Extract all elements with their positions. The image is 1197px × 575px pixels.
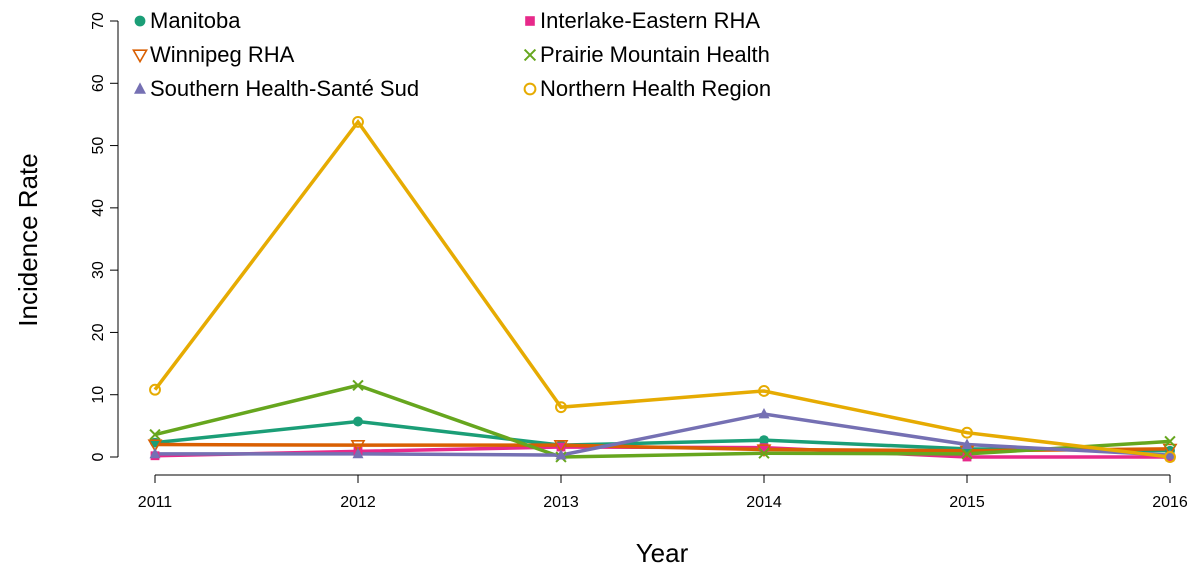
point <box>555 449 567 460</box>
x-tick-label: 2016 <box>1152 494 1188 511</box>
point <box>961 438 973 449</box>
point <box>961 448 973 460</box>
point <box>147 439 163 453</box>
series-line <box>154 383 1171 459</box>
legend-marker <box>523 82 537 96</box>
y-tick-label: 10 <box>90 386 107 404</box>
y-tick-label: 40 <box>90 199 107 217</box>
legend-label: Manitoba <box>150 8 241 33</box>
legend-label: Northern Health Region <box>540 76 771 101</box>
point <box>352 379 364 392</box>
legend-marker <box>525 16 535 26</box>
point <box>555 401 567 414</box>
legend-label: Prairie Mountain Health <box>540 42 770 67</box>
x-tick-label: 2013 <box>543 494 579 511</box>
point <box>758 407 770 419</box>
point <box>352 447 364 459</box>
x-axis-title: Year <box>636 538 689 568</box>
y-tick-label: 0 <box>90 452 107 461</box>
point <box>961 426 973 439</box>
point <box>353 416 363 427</box>
point <box>1164 435 1176 448</box>
point <box>759 435 769 446</box>
x-tick-label: 2011 <box>138 494 173 511</box>
legend-label: Southern Health-Santé Sud <box>150 76 419 101</box>
legend-marker <box>134 82 146 94</box>
x-tick-label: 2014 <box>746 494 782 511</box>
point <box>1164 451 1176 463</box>
point <box>1162 443 1178 457</box>
y-tick-label: 70 <box>90 12 107 30</box>
series-line <box>155 412 1171 457</box>
point <box>758 447 770 459</box>
legend-label: Interlake-Eastern RHA <box>540 8 760 33</box>
series-line <box>153 118 1171 459</box>
point <box>556 442 566 452</box>
legend-marker <box>132 49 148 64</box>
legend-marker <box>134 15 146 27</box>
point <box>553 439 569 453</box>
point <box>149 447 161 459</box>
y-tick-label: 50 <box>90 137 107 155</box>
y-tick-label: 30 <box>90 261 107 279</box>
point <box>149 383 161 396</box>
point <box>759 443 769 453</box>
point <box>149 428 161 441</box>
y-tick-label: 20 <box>90 323 107 341</box>
point <box>758 385 770 397</box>
point <box>350 439 366 453</box>
x-tick-label: 2012 <box>340 494 376 511</box>
x-tick-label: 2015 <box>949 494 985 511</box>
y-tick-label: 60 <box>90 74 107 92</box>
legend-marker <box>523 48 537 62</box>
legend-label: Winnipeg RHA <box>150 42 295 67</box>
point <box>352 115 364 128</box>
point <box>1164 449 1176 460</box>
y-axis-title: Incidence Rate <box>13 153 43 326</box>
